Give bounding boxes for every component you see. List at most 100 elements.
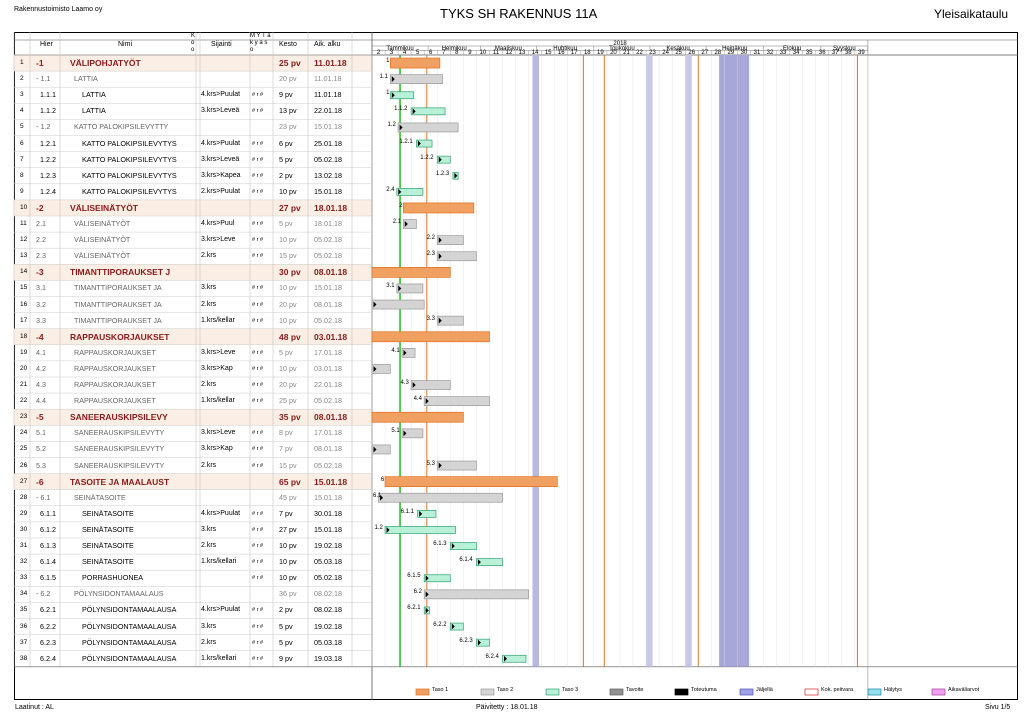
row-markers: # r #	[252, 607, 264, 614]
week-label: 9	[468, 50, 472, 56]
row-location: 3.krs	[201, 622, 217, 630]
row-start-date: 19.02.18	[314, 541, 342, 550]
row-hier: - 1.2	[36, 122, 51, 132]
row-markers: # r #	[252, 237, 264, 244]
row-location: 3.krs>Leveä	[201, 155, 240, 163]
row-duration: 7 pv	[279, 508, 293, 518]
week-label: 34	[792, 50, 800, 56]
row-name: PÖLYNSIDONTAMAALAUSA	[82, 637, 177, 647]
row-name: VÄLISEINÄTYÖT	[74, 235, 131, 245]
col-header-name: Nimi	[118, 40, 132, 48]
row-hier: 6.1.5	[40, 573, 56, 583]
week-label: 3	[389, 50, 394, 56]
row-hier: - 6.1	[36, 492, 51, 502]
row-hier: 6.1.3	[40, 541, 56, 550]
row-name: SEINÄTASOITE	[74, 492, 126, 502]
row-duration: 8 pv	[279, 428, 293, 438]
bar-label: 4.1	[391, 347, 400, 354]
bar-label: 1.2	[387, 122, 396, 129]
row-name: RAPPAUSKORJAUKSET	[74, 347, 156, 357]
row-name: TIMANTTIPORAUKSET JA	[74, 283, 162, 293]
row-markers: # r #	[252, 156, 264, 163]
task-start-marker	[391, 76, 395, 83]
row-location: 3.krs>Kap	[201, 445, 233, 453]
task-start-marker	[425, 575, 429, 582]
week-label: 28	[714, 50, 722, 56]
row-markers: # r #	[252, 430, 264, 437]
row-location: 4.krs>Puulat	[201, 139, 241, 147]
week-label: 6	[429, 50, 433, 56]
task-start-marker	[399, 124, 403, 131]
legend-label: Jäljellä	[756, 687, 773, 693]
col-header-ko: K o o	[191, 33, 196, 53]
row-start-date: 13.02.18	[314, 170, 342, 180]
task-start-marker	[451, 623, 455, 630]
row-duration: 15 pv	[279, 251, 297, 261]
row-start-date: 18.01.18	[314, 202, 348, 213]
week-label: 12	[505, 50, 513, 56]
row-number: 28	[20, 493, 28, 501]
bar-label: 2	[399, 202, 403, 209]
row-start-date: 08.01.18	[314, 267, 348, 278]
row-hier: 4.4	[36, 396, 46, 406]
bar-label: 1.2.2	[420, 154, 434, 161]
row-markers: # r #	[252, 349, 264, 356]
document-type: Yleisaikataulu	[934, 7, 1009, 21]
row-markers: # r #	[252, 446, 264, 453]
row-duration: 9 pv	[279, 653, 293, 663]
row-start-date: 25.01.18	[314, 138, 342, 148]
row-name: KATTO PALOKIPSILEVYTYS	[82, 186, 177, 196]
row-location: 3.krs>Kap	[201, 364, 233, 372]
row-markers: # r #	[252, 172, 264, 179]
row-number: 25	[20, 445, 28, 453]
row-hier: -2	[36, 202, 44, 213]
row-start-date: 11.01.18	[314, 58, 347, 68]
task-bar	[410, 380, 451, 390]
row-name: PÖLYNSIDONTAMAALAUS	[74, 589, 164, 599]
month-label: Elokuu	[783, 45, 802, 52]
task-start-marker	[373, 301, 377, 308]
week-label: 29	[727, 50, 735, 56]
row-markers: # r #	[252, 623, 264, 630]
row-number: 13	[20, 252, 28, 260]
row-location: 3.krs>Leve	[201, 236, 236, 244]
task-start-marker	[438, 237, 442, 244]
week-label: 7	[442, 50, 446, 56]
row-duration: 48 pv	[279, 331, 301, 342]
row-number: 10	[20, 203, 28, 211]
footer-page: Sivu 1/5	[985, 704, 1011, 711]
row-number: 17	[20, 316, 28, 324]
page-title: TYKS SH RAKENNUS 11A	[440, 6, 598, 21]
row-hier: 1.2.4	[40, 186, 56, 196]
row-duration: 65 pv	[279, 476, 301, 487]
legend-swatch	[739, 688, 754, 696]
row-markers: # r #	[252, 398, 264, 405]
row-markers: # r #	[252, 510, 264, 517]
week-label: 26	[688, 50, 696, 56]
row-duration: 20 pv	[279, 74, 297, 84]
row-duration: 45 pv	[279, 492, 297, 502]
row-name: KATTO PALOKIPSILEVYTYS	[82, 154, 177, 164]
row-start-date: 17.01.18	[314, 347, 342, 357]
task-start-marker	[386, 526, 390, 533]
row-location: 4.krs>Puulat	[201, 91, 241, 99]
row-hier: 4.3	[36, 380, 46, 389]
row-name: SEINÄTASOITE	[82, 557, 134, 567]
row-markers: # r #	[252, 462, 264, 469]
row-markers: # r #	[252, 221, 264, 227]
row-hier: 3.1	[36, 283, 46, 293]
bar-label: 2.2	[426, 235, 435, 242]
row-number: 22	[20, 397, 28, 405]
month-label: Maaliskuu	[494, 45, 522, 52]
task-start-marker	[477, 639, 481, 646]
task-bar	[389, 57, 441, 69]
row-number: 16	[20, 300, 28, 308]
row-start-date: 05.02.18	[314, 251, 342, 261]
row-duration: 5 pv	[279, 347, 293, 357]
bar-label: 6.1.5	[407, 573, 421, 580]
row-number: 31	[20, 542, 28, 549]
row-name: TIMANTTIPORAUKSET JA	[74, 299, 162, 309]
bar-label: 2.1	[392, 219, 402, 225]
task-start-marker	[451, 543, 455, 550]
